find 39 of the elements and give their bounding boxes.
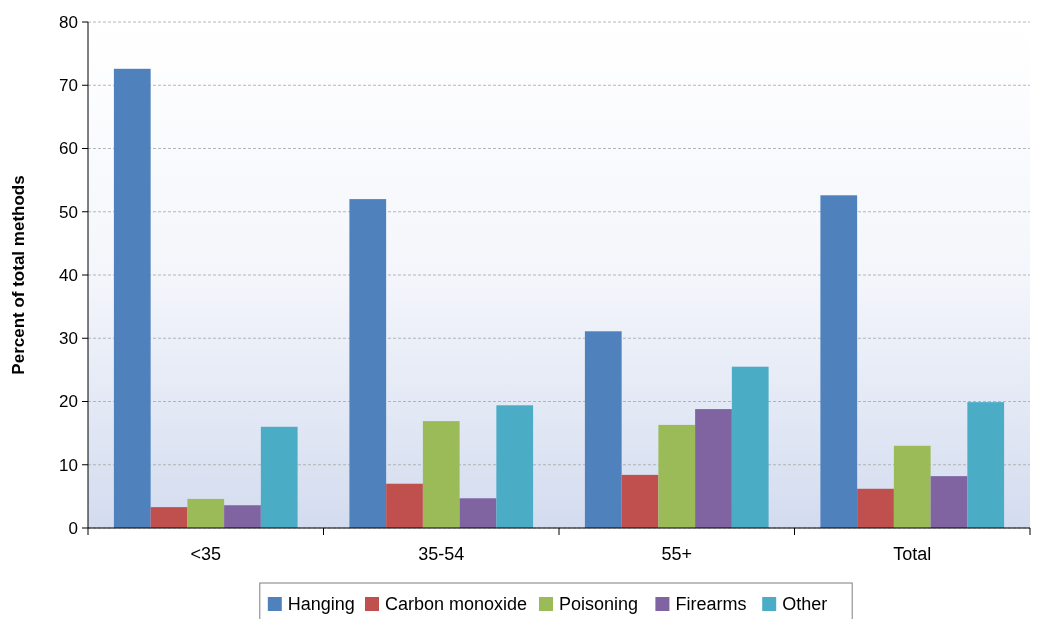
- bar: [695, 409, 732, 528]
- x-tick-label: <35: [190, 544, 222, 564]
- y-tick-label: 10: [59, 455, 78, 475]
- y-tick-label: 20: [59, 392, 78, 412]
- bar: [621, 474, 659, 528]
- bar: [150, 507, 188, 528]
- bar: [893, 445, 931, 528]
- y-tick-label: 30: [59, 329, 78, 349]
- bar: [820, 195, 858, 528]
- bar: [731, 366, 769, 528]
- bar: [187, 498, 225, 528]
- bar: [857, 488, 894, 528]
- bar: [584, 331, 622, 528]
- y-tick-label: 50: [59, 202, 78, 222]
- bar: [349, 199, 387, 528]
- bar: [113, 68, 151, 528]
- bar: [386, 483, 423, 528]
- y-tick-label: 40: [59, 265, 78, 285]
- x-tick-label: 55+: [661, 544, 693, 564]
- y-tick-label: 70: [59, 76, 78, 96]
- bar: [422, 421, 460, 528]
- legend-label: Firearms: [675, 594, 747, 615]
- x-tick-label: Total: [893, 544, 932, 564]
- bar: [930, 476, 968, 528]
- legend-label: Other: [782, 594, 828, 615]
- legend-label: Carbon monoxide: [385, 594, 528, 615]
- y-tick-label: 0: [68, 518, 78, 538]
- bar: [459, 498, 497, 528]
- x-tick-label: 35-54: [418, 544, 465, 564]
- y-tick-label: 60: [59, 139, 78, 159]
- y-axis-title: Percent of total methods: [9, 175, 28, 375]
- bar: [224, 505, 261, 528]
- bar: [260, 426, 298, 528]
- bar: [658, 424, 696, 528]
- legend-label: Poisoning: [559, 594, 639, 615]
- bar: [496, 405, 534, 528]
- y-tick-label: 80: [59, 12, 78, 32]
- legend-label: Hanging: [287, 594, 355, 615]
- bar: [967, 402, 1005, 528]
